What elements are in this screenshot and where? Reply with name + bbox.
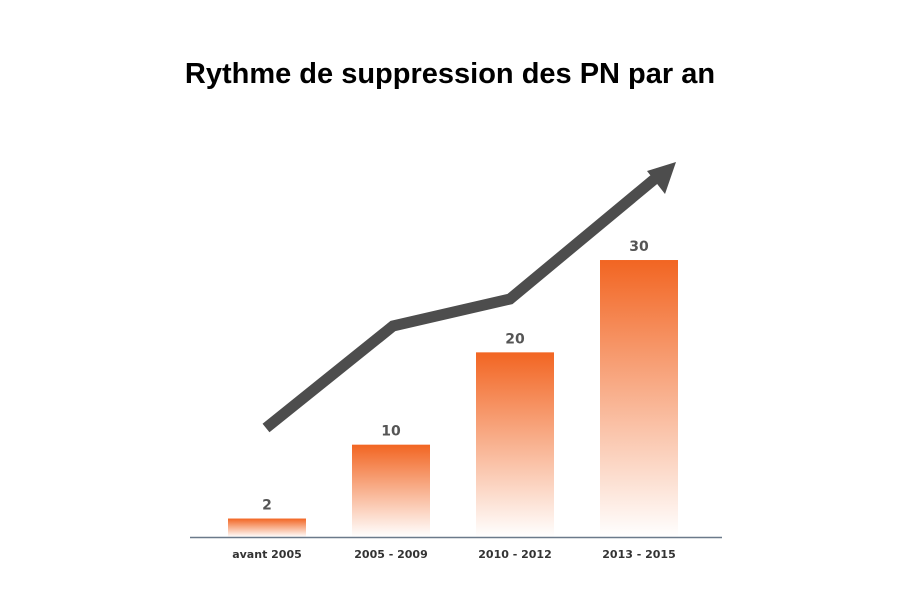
bar-4 [600, 260, 678, 537]
trend-arrow-head [647, 162, 676, 194]
value-label-1: 2 [262, 498, 272, 514]
x-tick-label-4: 2013 - 2015 [602, 548, 675, 561]
bar-1 [228, 518, 306, 537]
trend-arrow [262, 162, 676, 433]
trend-arrow-line [262, 172, 661, 433]
x-tick-label-1: avant 2005 [232, 548, 302, 561]
bars-group [228, 260, 678, 537]
value-label-4: 30 [629, 239, 649, 255]
x-tick-label-3: 2010 - 2012 [478, 548, 551, 561]
value-label-3: 20 [505, 331, 525, 347]
value-labels-group: 2 10 20 30 [262, 239, 649, 514]
value-label-2: 10 [381, 424, 401, 440]
bar-3 [476, 352, 554, 537]
tick-labels-group: avant 2005 2005 - 2009 2010 - 2012 2013 - 2… [232, 548, 676, 561]
chart-title: Rythme de suppression des PN par an [184, 58, 716, 90]
x-tick-label-2: 2005 - 2009 [354, 548, 427, 561]
bar-2 [352, 444, 430, 537]
